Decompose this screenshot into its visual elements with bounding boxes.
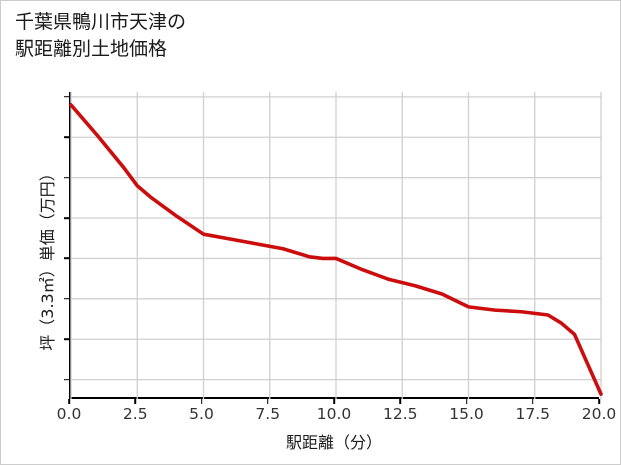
x-tick-mark — [465, 399, 468, 404]
x-tick-mark — [399, 399, 402, 404]
x-tick-label: 2.5 — [122, 405, 148, 423]
plot-area — [69, 92, 603, 399]
y-tick-mark — [64, 136, 69, 139]
x-tick-mark — [134, 399, 137, 404]
chart-title: 千葉県鴨川市天津の 駅距離別土地価格 — [15, 11, 187, 60]
x-tick-mark — [531, 399, 534, 404]
x-tick-mark — [333, 399, 335, 404]
y-axis-label: 坪（3.3㎡）単価（万円） — [38, 165, 57, 351]
x-tick-label: 7.5 — [255, 405, 281, 423]
y-tick-mark — [64, 378, 69, 381]
x-tick-mark — [266, 399, 269, 404]
y-tick-mark — [64, 338, 69, 340]
x-tick-label: 0.0 — [56, 405, 82, 423]
x-tick-mark — [200, 399, 203, 404]
y-tick-mark — [64, 257, 69, 260]
x-tick-label: 12.5 — [382, 405, 418, 423]
x-tick-mark — [598, 399, 600, 404]
x-axis-label: 駅距離（分） — [285, 433, 382, 452]
y-tick-mark — [64, 96, 69, 98]
x-tick-label: 17.5 — [515, 405, 551, 423]
x-tick-mark — [68, 399, 70, 404]
x-tick-label: 15.0 — [449, 405, 484, 423]
x-tick-label: 10.0 — [316, 405, 352, 423]
x-tick-label: 5.0 — [189, 405, 214, 423]
y-tick-mark — [64, 298, 69, 300]
y-tick-mark — [64, 217, 69, 219]
x-tick-label: 20.0 — [581, 405, 617, 423]
data-series-line — [69, 103, 603, 396]
data-line-layer — [69, 103, 603, 396]
y-tick-mark — [64, 176, 69, 179]
grid-lines — [70, 92, 602, 399]
